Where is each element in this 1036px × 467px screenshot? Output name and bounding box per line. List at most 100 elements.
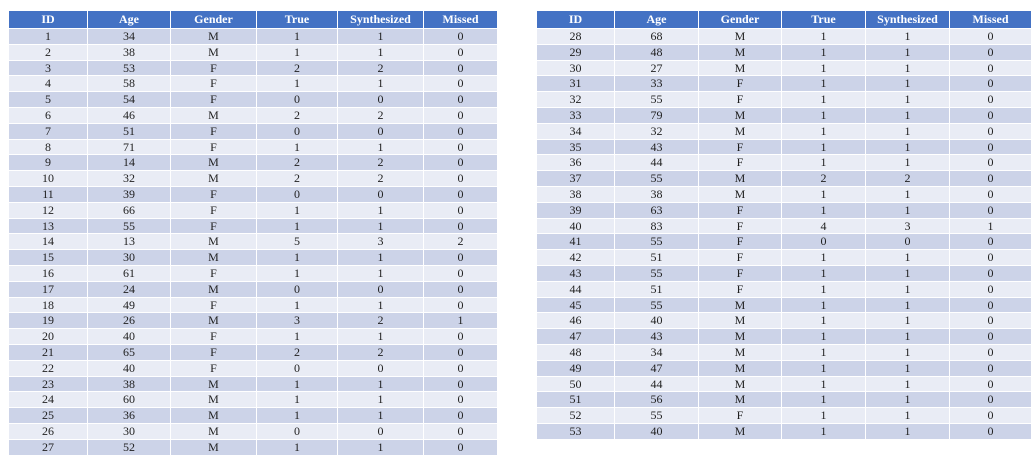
cell-id: 14 <box>8 233 88 251</box>
cell-synthesized: 1 <box>337 438 424 456</box>
table-row: 9 14 M 2 2 0 <box>8 154 498 172</box>
cell-age: 55 <box>614 264 699 282</box>
cell-age: 13 <box>87 233 171 251</box>
cell-gender: M <box>698 296 782 314</box>
cell-synthesized: 0 <box>337 91 424 108</box>
table-row: 22 40 F 0 0 0 <box>8 359 498 377</box>
column-header-true: True <box>256 10 338 29</box>
cell-id: 51 <box>536 391 615 409</box>
cell-true: 1 <box>256 249 338 266</box>
cell-true: 2 <box>256 343 338 361</box>
table-row: 18 49 F 1 1 0 <box>8 296 498 314</box>
cell-age: 30 <box>87 249 171 266</box>
cell-gender: M <box>698 28 782 45</box>
cell-age: 55 <box>614 91 699 108</box>
cell-true: 1 <box>781 43 866 61</box>
cell-age: 43 <box>614 328 699 345</box>
cell-id: 35 <box>536 138 615 156</box>
cell-gender: M <box>698 391 782 409</box>
cell-id: 4 <box>8 75 88 93</box>
cell-missed: 0 <box>423 154 498 172</box>
cell-true: 1 <box>781 154 866 172</box>
cell-synthesized: 1 <box>865 296 950 314</box>
table-row: 32 55 F 1 1 0 <box>536 91 1032 108</box>
cell-true: 1 <box>781 375 866 393</box>
column-header-age: Age <box>614 10 699 29</box>
cell-synthesized: 1 <box>865 249 950 266</box>
cell-age: 48 <box>614 43 699 61</box>
cell-id: 7 <box>8 122 88 140</box>
cell-id: 9 <box>8 154 88 172</box>
table-body: 1 34 M 1 1 0 2 38 M 1 1 0 3 53 F 2 2 0 4 58 F 1 1 0 5 54 F 0 0 0 6 46 M 2… <box>8 28 498 456</box>
cell-true: 1 <box>781 422 866 440</box>
cell-synthesized: 2 <box>865 170 950 187</box>
cell-true: 1 <box>256 264 338 282</box>
column-header-gender: Gender <box>170 10 257 29</box>
cell-synthesized: 1 <box>865 122 950 140</box>
cell-missed: 0 <box>423 91 498 108</box>
table-row: 6 46 M 2 2 0 <box>8 106 498 124</box>
cell-age: 27 <box>614 59 699 77</box>
cell-synthesized: 1 <box>865 343 950 361</box>
cell-age: 79 <box>614 106 699 124</box>
cell-true: 0 <box>256 122 338 140</box>
table-row: 3 53 F 2 2 0 <box>8 59 498 77</box>
column-header-synthesized: Synthesized <box>865 10 950 29</box>
cell-true: 1 <box>781 343 866 361</box>
table-row: 31 33 F 1 1 0 <box>536 75 1032 93</box>
table-row: 49 47 M 1 1 0 <box>536 359 1032 377</box>
cell-age: 38 <box>87 375 171 393</box>
cell-age: 68 <box>614 28 699 45</box>
cell-missed: 0 <box>423 75 498 93</box>
table-row: 29 48 M 1 1 0 <box>536 43 1032 61</box>
cell-id: 31 <box>536 75 615 93</box>
cell-id: 17 <box>8 280 88 298</box>
cell-true: 2 <box>256 106 338 124</box>
column-header-gender: Gender <box>698 10 782 29</box>
cell-missed: 0 <box>949 312 1032 330</box>
cell-true: 1 <box>781 91 866 108</box>
table-row: 13 55 F 1 1 0 <box>8 217 498 235</box>
cell-missed: 0 <box>423 185 498 203</box>
cell-id: 43 <box>536 264 615 282</box>
cell-missed: 0 <box>423 438 498 456</box>
cell-true: 1 <box>781 264 866 282</box>
cell-missed: 0 <box>949 422 1032 440</box>
cell-true: 2 <box>256 170 338 187</box>
cell-gender: M <box>170 43 257 61</box>
cell-synthesized: 0 <box>337 185 424 203</box>
cell-synthesized: 1 <box>337 138 424 156</box>
cell-gender: M <box>170 154 257 172</box>
cell-missed: 0 <box>949 233 1032 251</box>
cell-age: 55 <box>614 170 699 187</box>
cell-true: 1 <box>781 391 866 409</box>
cell-gender: F <box>170 328 257 345</box>
table-row: 24 60 M 1 1 0 <box>8 391 498 409</box>
table-row: 39 63 F 1 1 0 <box>536 201 1032 219</box>
cell-true: 1 <box>781 328 866 345</box>
cell-synthesized: 2 <box>337 59 424 77</box>
column-header-missed: Missed <box>423 10 498 29</box>
cell-age: 39 <box>87 185 171 203</box>
cell-missed: 0 <box>423 122 498 140</box>
cell-synthesized: 1 <box>865 138 950 156</box>
cell-missed: 0 <box>949 264 1032 282</box>
cell-age: 32 <box>87 170 171 187</box>
table-row: 44 51 F 1 1 0 <box>536 280 1032 298</box>
cell-id: 6 <box>8 106 88 124</box>
cell-gender: F <box>170 91 257 108</box>
cell-age: 32 <box>614 122 699 140</box>
header-row: ID Age Gender True Synthesized Missed <box>8 10 498 29</box>
table-row: 42 51 F 1 1 0 <box>536 249 1032 266</box>
cell-age: 51 <box>87 122 171 140</box>
cell-missed: 0 <box>423 106 498 124</box>
table-row: 43 55 F 1 1 0 <box>536 264 1032 282</box>
cell-synthesized: 1 <box>337 407 424 424</box>
cell-gender: M <box>698 312 782 330</box>
cell-id: 50 <box>536 375 615 393</box>
table-row: 30 27 M 1 1 0 <box>536 59 1032 77</box>
cell-missed: 0 <box>949 59 1032 77</box>
cell-gender: M <box>698 170 782 187</box>
table-row: 53 40 M 1 1 0 <box>536 422 1032 440</box>
cell-gender: F <box>698 138 782 156</box>
